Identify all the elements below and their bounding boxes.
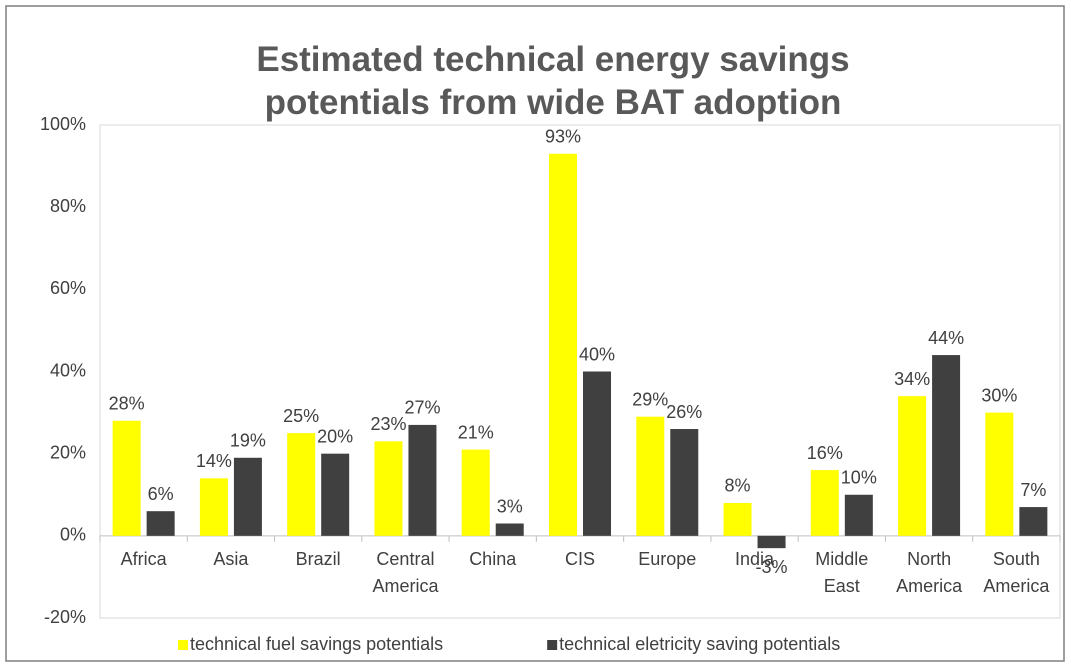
value-label: 20%	[317, 426, 353, 446]
bar	[321, 453, 350, 536]
value-label: 34%	[894, 369, 930, 389]
value-label: 19%	[230, 431, 266, 451]
value-label: -3%	[756, 557, 788, 577]
y-tick-label: -20%	[44, 607, 86, 627]
x-tick-label: North America	[896, 548, 963, 596]
value-label: 8%	[725, 476, 751, 496]
value-label: 23%	[370, 414, 406, 434]
x-tick-label: Brazil	[295, 548, 341, 569]
x-tick-label: China	[469, 548, 517, 569]
x-tick-label: Asia	[213, 548, 249, 569]
bar	[583, 371, 611, 536]
legend-swatch	[547, 640, 558, 650]
bar	[932, 355, 961, 536]
y-tick-label: 0%	[60, 525, 86, 545]
value-label: 30%	[981, 385, 1017, 405]
chart-title: Estimated technical energy savings poten…	[256, 40, 850, 122]
y-tick-label: 60%	[50, 278, 86, 298]
value-label: 26%	[666, 402, 702, 422]
x-tick-label: Europe	[638, 548, 697, 569]
value-label: 3%	[497, 496, 523, 516]
value-label: 40%	[579, 344, 615, 364]
bar	[985, 412, 1014, 536]
bar	[670, 429, 699, 536]
bar	[636, 416, 665, 536]
value-label: 28%	[109, 394, 145, 414]
y-tick-label: 80%	[50, 196, 86, 216]
value-label: 25%	[283, 406, 319, 426]
plot-border	[99, 124, 1061, 619]
value-label: 6%	[148, 484, 174, 504]
value-label: 21%	[458, 422, 494, 442]
y-tick-label: 40%	[50, 360, 86, 380]
bar	[898, 396, 927, 536]
bar	[757, 535, 786, 549]
bar	[810, 470, 839, 536]
bar	[146, 511, 175, 536]
value-label: 27%	[404, 398, 440, 418]
legend-label: technical fuel savings potentials	[190, 634, 443, 654]
chart-border	[5, 5, 1065, 662]
bar	[233, 457, 262, 536]
bar	[112, 420, 141, 536]
value-label: 44%	[928, 328, 964, 348]
y-tick-label: 20%	[50, 442, 86, 462]
value-label: 16%	[807, 443, 843, 463]
bar	[408, 424, 437, 536]
value-label: 7%	[1020, 480, 1046, 500]
value-label: 14%	[196, 451, 232, 471]
legend-label: technical eletricity saving potentials	[559, 634, 840, 654]
value-label: 93%	[545, 127, 581, 147]
bar	[374, 441, 403, 536]
bar	[723, 502, 752, 536]
x-tick-label: CIS	[564, 548, 595, 569]
bar	[461, 449, 490, 536]
x-tick-label: Africa	[120, 548, 167, 569]
x-tick-label: Central America	[372, 548, 439, 596]
bar	[199, 478, 228, 536]
legend-swatch	[178, 640, 188, 650]
bar	[287, 433, 316, 536]
bar	[495, 523, 524, 536]
x-tick-label: India	[735, 548, 775, 569]
value-label: 29%	[632, 389, 668, 409]
bar	[549, 153, 577, 536]
bar	[1019, 507, 1048, 536]
x-tick-label: South America	[983, 548, 1050, 596]
x-tick-label: Middle East	[815, 548, 869, 596]
y-tick-label: 100%	[40, 114, 86, 134]
bar	[844, 494, 873, 536]
value-label: 10%	[841, 468, 877, 488]
